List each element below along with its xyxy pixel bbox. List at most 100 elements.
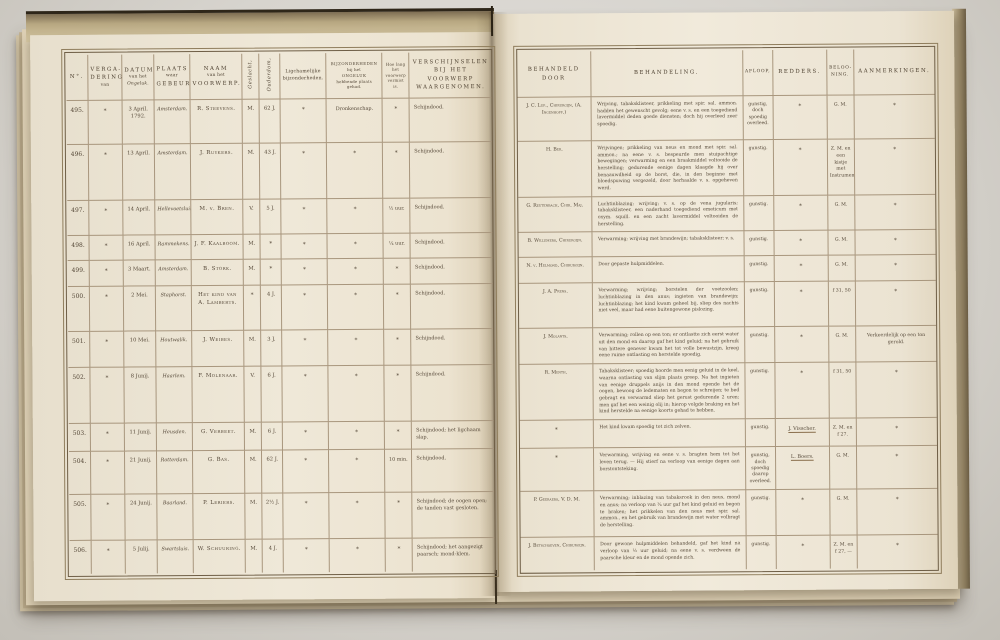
cell-afloop: gunstig. [744,282,775,328]
cell-datum: 2 Mei. [123,286,157,332]
cell-vergadering: * [91,451,126,496]
asterisk-mark: * [304,500,308,508]
cell-behandeld_door: R. Menth. [519,364,594,422]
gutter-spacer [495,538,521,571]
cell-naam: R. Steevens. [190,99,244,145]
cell-belooning: Z. M. en een kistje met Instrumenten. [827,139,855,196]
asterisk-mark: * [895,496,899,504]
cell-verschijnselen: Schijndood. [411,365,495,422]
cell-vergadering: * [90,423,126,453]
cell-hoelang: * [384,284,412,330]
cell-verschijnselen: Schijndood. [411,284,494,330]
cell-no: 499. [67,261,90,288]
cell-aanmerkingen: * [856,362,937,419]
cell-behandeling: Door gepaste hulpmiddelen. [592,256,745,284]
asterisk-mark: * [395,291,399,299]
cell-datum: 14 April. [123,199,156,236]
th-naam: NAAM van het VOORWERP. [190,53,243,101]
gutter-spacer [494,329,520,365]
asterisk-mark: * [396,372,400,380]
th-redders: REDDERS. [772,49,828,97]
column-label-line: gehad. [346,84,362,90]
cell-aanmerkingen: * [855,230,936,256]
cell-aanmerkingen: Verkeerdelijk op een ton gerold. [855,326,937,363]
cell-behandeling: Luchtinblazing; wrijving; v. s. op de ve… [591,195,745,233]
asterisk-mark: * [798,102,802,110]
asterisk-mark: * [303,337,307,345]
asterisk-mark: * [554,426,558,434]
cell-no: 504. [68,452,92,496]
cell-belooning: G. M. [828,230,856,256]
cell-afloop: gunstig. [744,327,776,364]
cell-no: 502. [68,368,91,425]
gutter-spacer [492,142,518,198]
cell-naam: J. F. Kaalboom. [191,234,244,261]
table-row: 495. * 3 April. 1792. Amsterdam. R. Steevens… [66,94,935,145]
cell-plaats: Hellevoetsluis. [155,199,192,236]
cell-ouderdom: * [260,234,282,260]
cell-naam: G. Bas. [193,450,246,495]
cell-belooning: f 31, 50 [828,281,856,327]
cell-naam: P. Leriers. [193,493,246,541]
cell-aanmerkingen: * [854,194,936,231]
cell-geslacht: M. [243,143,261,200]
cell-redders: * [773,139,828,196]
column-label-line: GEBEURD. [156,80,191,87]
asterisk-mark: * [394,149,398,157]
th-ouderdom: Ouderdom, [259,53,281,100]
table-head: N°. VERGA- DERING van DATUM van het Ongeluk. PL… [66,48,935,101]
asterisk-mark: * [105,430,109,438]
asterisk-mark: * [799,238,803,246]
cell-plaats: Swartsluis. [157,540,194,574]
cell-aanmerkingen: * [854,94,935,140]
cell-behandeling: Verwarming; wrijving; borstelen der voet… [592,282,745,329]
asterisk-mark: * [303,373,307,381]
cell-ouderdom: 6 J. [261,366,283,423]
cell-bijzonderheden: * [329,492,386,540]
cell-hoelang: ¼ uur. [383,233,411,259]
asterisk-mark: * [353,241,357,249]
register-table: N°. VERGA- DERING van DATUM van het Ongeluk. PL… [66,48,938,575]
cell-ligchamelijke: * [281,198,328,235]
column-label-line: VOORWERP WAARGENOMEN. [416,75,486,91]
column-label-line: BEHANDELD [527,66,580,74]
cell-aanmerkingen: * [857,489,938,536]
asterisk-mark: * [801,543,805,551]
cell-ouderdom: 3 J. [261,330,283,367]
cell-ouderdom: 5 J. [260,199,282,235]
asterisk-mark: * [800,370,804,378]
open-book: N°. VERGA- DERING van DATUM van het Ongeluk. PL… [16,0,970,617]
asterisk-mark: * [104,267,108,275]
cell-naam: F. Molenaar. [192,366,245,424]
cell-belooning: f 31, 50 [829,362,857,419]
asterisk-mark: * [355,457,359,465]
th-bijzonderheden: BIJZONDERHEDEN bij het ONGELUK hebbende pla… [326,52,383,100]
column-label-line: BEHANDELING. [633,69,699,77]
asterisk-mark: * [304,457,308,465]
gutter-spacer [493,233,519,258]
column-label-line: DATUM [124,67,154,74]
cell-geslacht: M. [245,450,263,494]
cell-redders: * [774,281,829,328]
cell-aanmerkingen: * [856,418,937,447]
cell-behandeld_door: J. C. Lup., Chirurgijn, (A. Ingenhoff.) [517,97,592,142]
cell-vergadering: * [88,144,124,201]
column-label-line: N°. [69,74,84,81]
cell-datum: 3 Maart. [123,260,156,287]
cell-behandeling: Het kind kwam spoedig tot zich zelven. [593,419,746,449]
column-label-line: BELOO- [829,65,853,71]
column-label-line: PLAATS [156,66,189,73]
column-label-line: vermist [387,77,404,83]
asterisk-mark: * [895,425,899,433]
cell-hoelang: * [384,365,413,422]
cell-bijzonderheden: * [329,449,386,494]
table-row: 496. * 13 April. Amsterdam. J. Ruykers. M. 43 … [66,138,936,201]
cell-behandeld_door: N. v. Helmond, Chirurgijn. [519,257,593,285]
cell-ouderdom: * [260,259,283,286]
cell-afloop: gunstig. [744,231,775,257]
cell-geslacht: M. [245,493,263,540]
cell-bijzonderheden: * [328,365,386,423]
table-body: 495. * 3 April. 1792. Amsterdam. R. Steevens… [66,94,938,575]
cell-ligchamelijke: * [280,99,328,144]
cell-no: 506. [69,541,92,575]
